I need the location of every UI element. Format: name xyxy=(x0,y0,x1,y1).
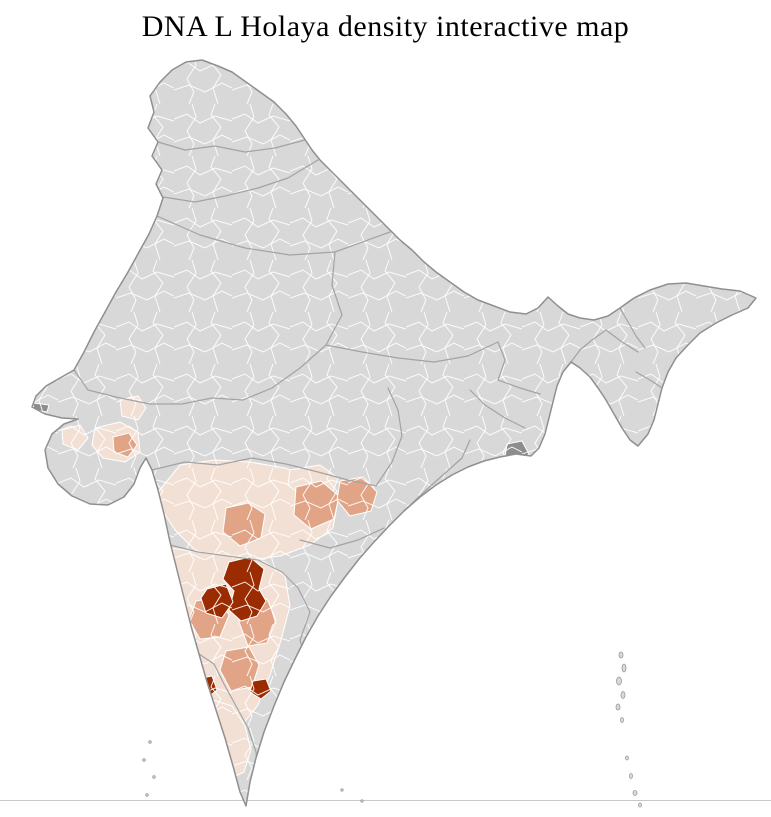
andaman-island-dot xyxy=(621,663,627,673)
andaman-island-dot xyxy=(625,755,629,761)
lakshadweep-island-dot xyxy=(142,758,146,762)
andaman-island-dot xyxy=(616,676,622,686)
lakshadweep-island-dot xyxy=(148,740,152,744)
andaman-island-dot xyxy=(638,802,642,808)
andaman-island-dot xyxy=(618,651,624,659)
andaman-island-dot xyxy=(620,691,626,699)
page-title: DNA L Holaya density interactive map xyxy=(141,10,630,43)
andaman-island-dot xyxy=(632,790,638,796)
india-outline xyxy=(31,59,757,807)
state-borders xyxy=(73,139,663,773)
lakshadweep-islands xyxy=(142,740,364,803)
lakshadweep-island-dot xyxy=(145,793,149,797)
offshore-island-dot xyxy=(340,788,344,792)
andaman-island-dot xyxy=(620,717,624,723)
andaman-island-dot xyxy=(629,773,633,779)
andaman-islands xyxy=(615,651,642,808)
district-mesh xyxy=(32,60,756,806)
density-region-low[interactable] xyxy=(279,678,318,716)
andaman-island-dot xyxy=(615,703,621,711)
bottom-divider xyxy=(0,800,771,801)
offshore-island-dot xyxy=(360,799,364,803)
lakshadweep-island-dot xyxy=(152,775,156,779)
